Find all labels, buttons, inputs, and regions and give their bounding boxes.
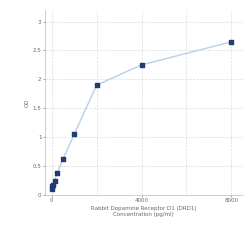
Point	[51, 182, 55, 186]
Point	[52, 178, 56, 182]
Point	[229, 40, 233, 44]
Point	[94, 83, 98, 87]
Y-axis label: OD: OD	[25, 98, 30, 107]
Point	[140, 63, 143, 67]
Point	[61, 157, 65, 161]
X-axis label: Rabbit Dopamine Receptor D1 (DRD1)
Concentration (pg/ml): Rabbit Dopamine Receptor D1 (DRD1) Conce…	[91, 206, 196, 217]
Point	[50, 184, 54, 188]
Point	[72, 132, 76, 136]
Point	[50, 187, 54, 191]
Point	[55, 171, 59, 175]
